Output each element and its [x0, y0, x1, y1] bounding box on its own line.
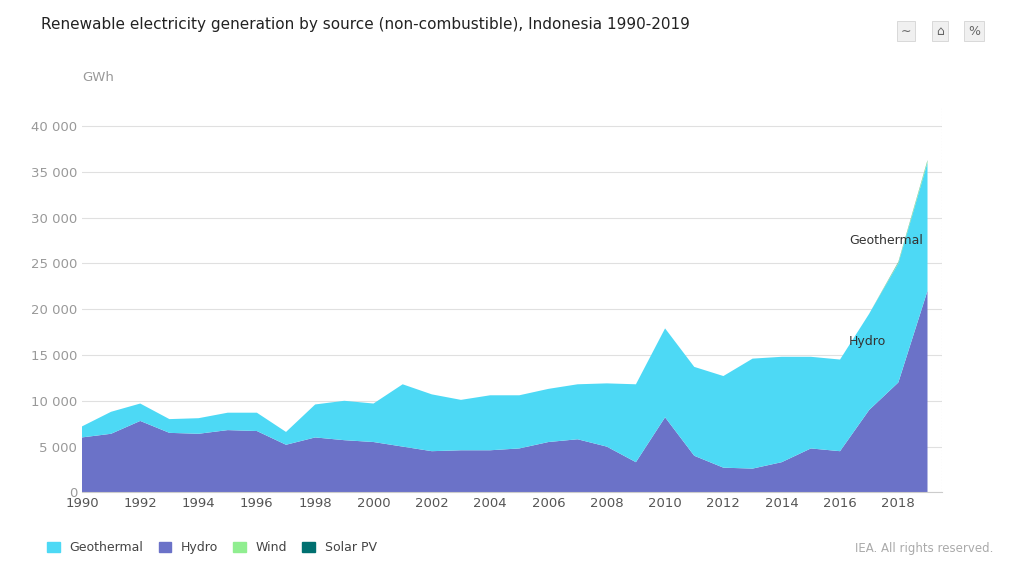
- Legend: Geothermal, Hydro, Wind, Solar PV: Geothermal, Hydro, Wind, Solar PV: [47, 541, 377, 554]
- Text: Hydro: Hydro: [849, 335, 886, 348]
- Text: ∼: ∼: [901, 25, 911, 37]
- Text: Renewable electricity generation by source (non-combustible), Indonesia 1990-201: Renewable electricity generation by sour…: [41, 17, 690, 32]
- Text: %: %: [968, 25, 980, 37]
- Text: IEA. All rights reserved.: IEA. All rights reserved.: [855, 542, 993, 555]
- Text: Geothermal: Geothermal: [849, 234, 923, 247]
- Text: GWh: GWh: [82, 71, 114, 84]
- Text: ⌂: ⌂: [936, 25, 944, 37]
